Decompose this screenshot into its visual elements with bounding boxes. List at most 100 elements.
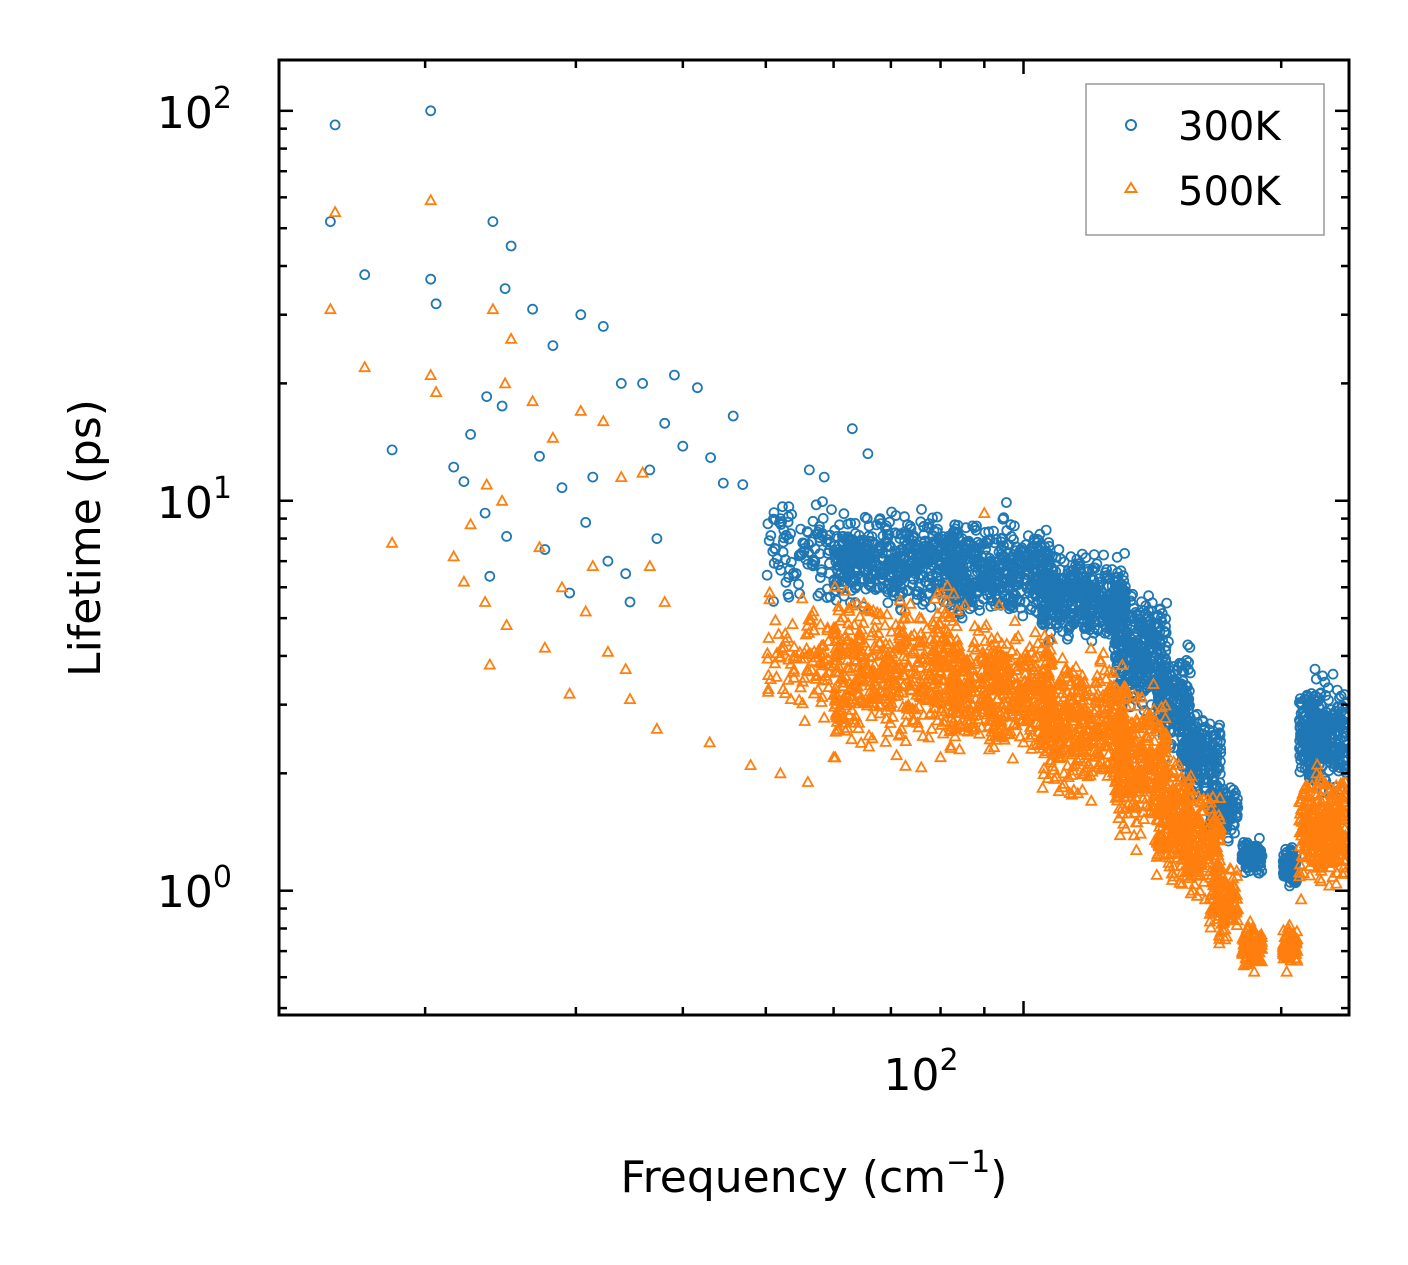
point-300k <box>909 568 921 580</box>
point-300k <box>999 584 1010 596</box>
point-300k <box>1202 774 1214 786</box>
point-300k <box>1223 802 1234 814</box>
point-500k <box>1129 767 1143 780</box>
point-500k <box>990 715 1004 728</box>
point-300k <box>1009 588 1020 600</box>
point-500k <box>1115 769 1129 781</box>
point-300k <box>771 553 783 565</box>
point-500k <box>841 632 855 645</box>
point-300k <box>1209 730 1221 741</box>
point-500k <box>993 681 1007 693</box>
point-300k <box>831 531 843 542</box>
point-500k <box>1073 704 1087 717</box>
point-500k <box>840 660 854 673</box>
point-300k <box>692 382 703 394</box>
point-300k <box>1101 564 1112 575</box>
point-500k <box>985 712 999 725</box>
point-500k <box>1080 748 1094 761</box>
point-500k <box>837 689 851 702</box>
point-500k <box>1145 799 1159 812</box>
point-500k <box>947 697 961 710</box>
point-500k <box>1066 709 1080 722</box>
point-500k <box>820 673 834 685</box>
point-500k <box>969 654 984 667</box>
point-300k <box>1001 497 1012 508</box>
point-500k <box>912 610 927 623</box>
point-300k <box>1073 560 1085 572</box>
point-500k <box>973 680 987 693</box>
point-500k <box>1027 694 1041 707</box>
point-500k <box>883 637 897 650</box>
point-500k <box>814 695 828 707</box>
point-300k <box>1198 773 1210 785</box>
point-500k <box>868 677 882 690</box>
point-500k <box>829 687 843 700</box>
point-300k <box>602 555 614 567</box>
point-500k <box>1071 786 1085 799</box>
point-500k <box>1143 744 1157 757</box>
point-300k <box>893 558 905 570</box>
point-300k <box>556 482 568 494</box>
point-300k <box>1028 547 1040 559</box>
point-300k <box>1110 612 1122 624</box>
point-500k <box>931 642 945 654</box>
point-500k <box>1037 746 1051 759</box>
point-300k <box>1005 519 1017 531</box>
point-300k <box>1168 725 1180 737</box>
point-300k <box>931 567 942 579</box>
point-300k <box>886 506 897 518</box>
point-500k <box>929 673 943 686</box>
point-300k <box>925 548 937 559</box>
point-300k <box>953 541 965 553</box>
point-500k <box>1137 775 1151 787</box>
point-500k <box>913 634 927 647</box>
point-300k <box>1316 749 1328 761</box>
point-300k <box>1001 557 1012 569</box>
point-500k <box>901 697 915 710</box>
point-500k <box>1108 753 1122 766</box>
point-500k <box>912 720 926 733</box>
point-500k <box>879 735 893 747</box>
point-300k <box>1180 700 1191 711</box>
point-500k <box>975 705 989 718</box>
point-300k <box>784 563 796 575</box>
point-500k <box>845 692 859 704</box>
point-300k <box>783 533 795 545</box>
point-500k <box>930 713 944 726</box>
point-300k <box>977 580 989 592</box>
point-300k <box>615 377 627 389</box>
point-300k <box>1055 611 1066 623</box>
point-500k <box>1093 757 1107 770</box>
point-500k <box>1049 735 1063 748</box>
point-500k <box>787 665 801 677</box>
point-500k <box>794 651 808 664</box>
point-500k <box>989 733 1003 745</box>
point-500k <box>1043 658 1057 670</box>
point-300k <box>1044 559 1055 571</box>
point-500k <box>1085 682 1099 695</box>
point-500k <box>939 635 953 647</box>
point-500k <box>1104 712 1118 725</box>
point-300k <box>575 309 587 321</box>
point-300k <box>1125 590 1137 602</box>
point-500k <box>893 593 907 606</box>
point-300k <box>1331 751 1342 763</box>
point-500k <box>840 653 855 665</box>
point-300k <box>1173 661 1184 673</box>
point-300k <box>813 524 825 536</box>
point-300k <box>1033 534 1045 546</box>
point-500k <box>829 708 843 721</box>
point-500k <box>969 720 983 733</box>
point-500k <box>1027 650 1041 663</box>
point-500k <box>1005 706 1019 719</box>
point-500k <box>1034 641 1049 653</box>
point-500k <box>761 668 775 680</box>
point-500k <box>1045 706 1059 719</box>
point-300k <box>1042 602 1054 614</box>
point-300k <box>814 587 826 599</box>
point-500k <box>784 692 798 704</box>
point-500k <box>969 702 983 714</box>
point-300k <box>860 563 872 575</box>
point-500k <box>959 687 973 700</box>
point-500k <box>1084 641 1098 654</box>
